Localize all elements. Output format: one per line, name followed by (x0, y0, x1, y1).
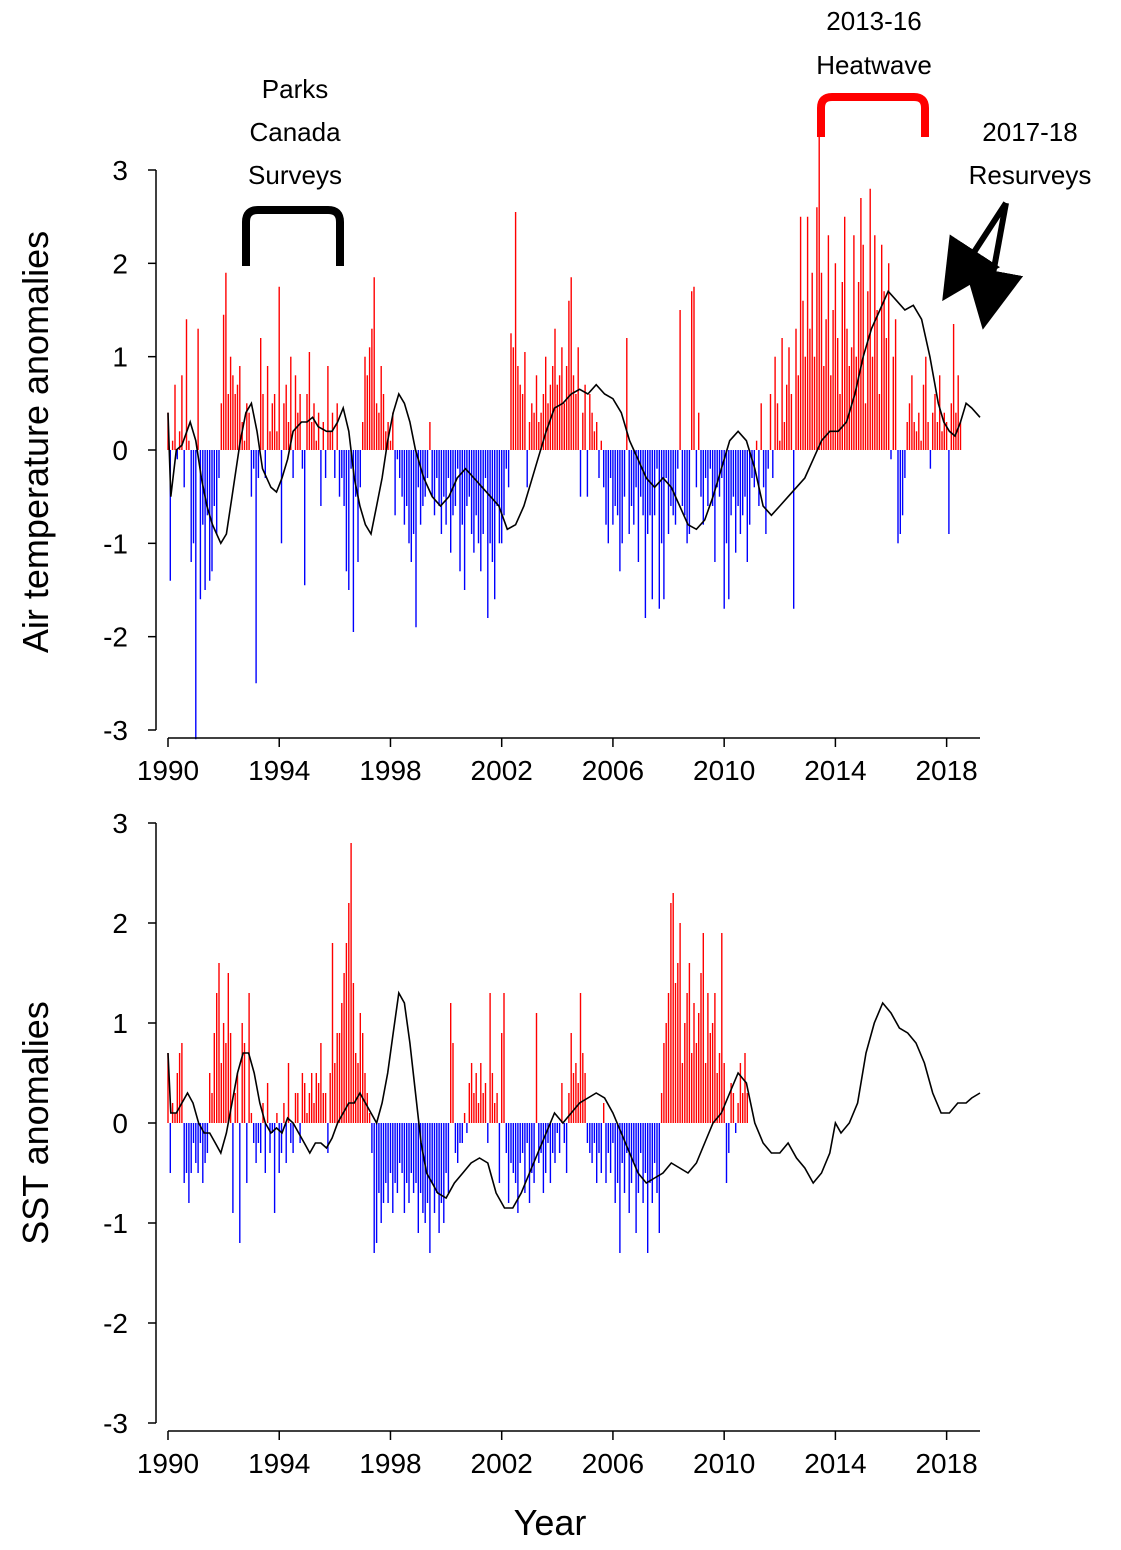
x-tick-label: 2006 (582, 1448, 644, 1479)
y-tick-label: 0 (112, 1108, 128, 1139)
y-tick-label: -3 (103, 1408, 128, 1439)
y-tick-label: 1 (112, 1008, 128, 1039)
x-tick-label: 2002 (471, 1448, 533, 1479)
x-tick-label: 2002 (471, 755, 533, 786)
x-tick-label: 1998 (359, 1448, 421, 1479)
parks-label-line3: Surveys (248, 160, 342, 190)
sst-bars (167, 843, 748, 1253)
x-tick-label: 1998 (359, 755, 421, 786)
heatwave-annotation: 2013-16 Heatwave (816, 6, 932, 137)
heatwave-label-line2: Heatwave (816, 50, 932, 80)
x-tick-label: 1990 (137, 1448, 199, 1479)
x-tick-label: 2018 (915, 1448, 977, 1479)
air-y-axis-title: Air temperature anomalies (15, 231, 56, 653)
y-tick-label: -2 (103, 1308, 128, 1339)
resurveys-arrow-left (942, 201, 1009, 302)
air-bars (167, 132, 962, 740)
resurveys-arrow-right (964, 202, 1024, 330)
parks-canada-annotation: Parks Canada Surveys (242, 74, 344, 266)
heatwave-label-line1: 2013-16 (826, 6, 921, 36)
x-tick-label: 2014 (804, 1448, 866, 1479)
heatwave-bracket (817, 93, 929, 137)
resurveys-annotation: 2017-18 Resurveys (942, 117, 1092, 330)
y-tick-label: -3 (103, 715, 128, 746)
y-tick-label: 2 (112, 908, 128, 939)
parks-label-line1: Parks (262, 74, 328, 104)
x-tick-label: 2006 (582, 755, 644, 786)
x-axis-title: Year (514, 1502, 587, 1543)
air-running-mean-line (167, 289, 981, 546)
x-tick-label: 1994 (248, 755, 310, 786)
y-tick-label: 2 (112, 248, 128, 279)
y-tick-label: 1 (112, 342, 128, 373)
y-tick-label: 0 (112, 435, 128, 466)
x-tick-label: 2014 (804, 755, 866, 786)
sst-panel: 3 2 1 0 -1 -2 -3 1990 1994 1998 2002 2006 2010 2014 20… (15, 808, 981, 1479)
y-tick-label: 3 (112, 808, 128, 839)
parks-label-line2: Canada (249, 117, 341, 147)
x-tick-label: 1990 (137, 755, 199, 786)
resurveys-label-line1: 2017-18 (982, 117, 1077, 147)
y-tick-label: -2 (103, 622, 128, 653)
y-tick-label: 3 (112, 155, 128, 186)
air-axes: 3 2 1 0 -1 -2 -3 1990 1994 1998 2002 2006 2010 2014 20… (103, 155, 980, 786)
sst-axes: 3 2 1 0 -1 -2 -3 1990 1994 1998 2002 2006 2010 2014 20… (103, 808, 980, 1479)
y-tick-label: -1 (103, 1208, 128, 1239)
resurveys-label-line2: Resurveys (969, 160, 1092, 190)
x-tick-label: 2018 (915, 755, 977, 786)
x-tick-label: 2010 (693, 1448, 755, 1479)
x-tick-label: 1994 (248, 1448, 310, 1479)
x-tick-label: 2010 (693, 755, 755, 786)
air-temperature-panel: 3 2 1 0 -1 -2 -3 1990 1994 1998 2002 2006 2010 2014 20… (15, 132, 981, 786)
y-tick-label: -1 (103, 528, 128, 559)
surveys-bracket (242, 206, 344, 266)
sst-y-axis-title: SST anomalies (15, 1001, 56, 1244)
sst-running-mean-line (167, 990, 981, 1209)
